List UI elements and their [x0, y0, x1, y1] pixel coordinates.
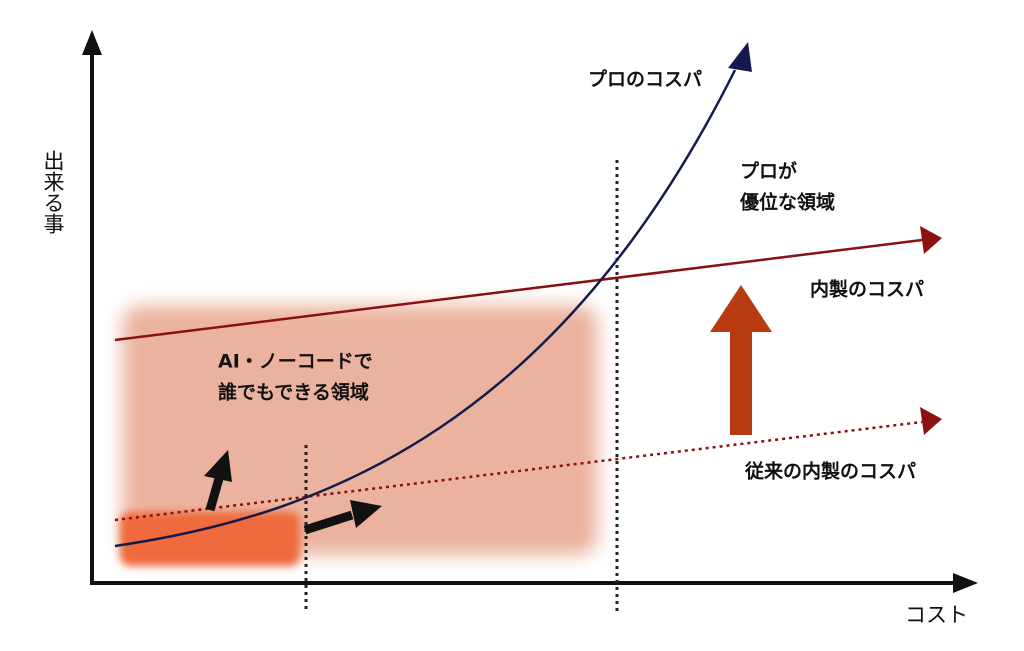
pro-curve: [114, 69, 737, 548]
small-arrow-head: [350, 500, 382, 528]
small-arrow-head: [204, 450, 232, 482]
ai-core-area: [120, 512, 300, 566]
inhouse-arrow: [920, 226, 942, 254]
legacy-arrow: [920, 407, 942, 435]
ai-area-label: AI・ノーコードで: [218, 351, 373, 373]
inhouse-line: [114, 238, 923, 342]
small-arrow: [303, 510, 354, 535]
x-label: コスト: [905, 603, 968, 627]
ai-area-label: 誰でもできる領域: [218, 381, 369, 404]
ai-area: [122, 305, 598, 555]
pro-label: プロのコスパ: [588, 68, 702, 91]
up-arrow: [710, 285, 772, 435]
legacy-line: [114, 420, 923, 522]
inhouse-label: 内製のコスパ: [810, 278, 924, 301]
x-arrow: [953, 573, 978, 593]
y-label: 出来る事: [41, 150, 65, 234]
y-arrow: [82, 30, 102, 55]
pro-area-label: プロが: [740, 160, 797, 183]
legacy-label: 従来の内製のコスパ: [744, 460, 916, 483]
small-arrow: [205, 473, 225, 512]
pro-area-label: 優位な領域: [739, 191, 835, 214]
pro-arrow: [728, 42, 752, 72]
